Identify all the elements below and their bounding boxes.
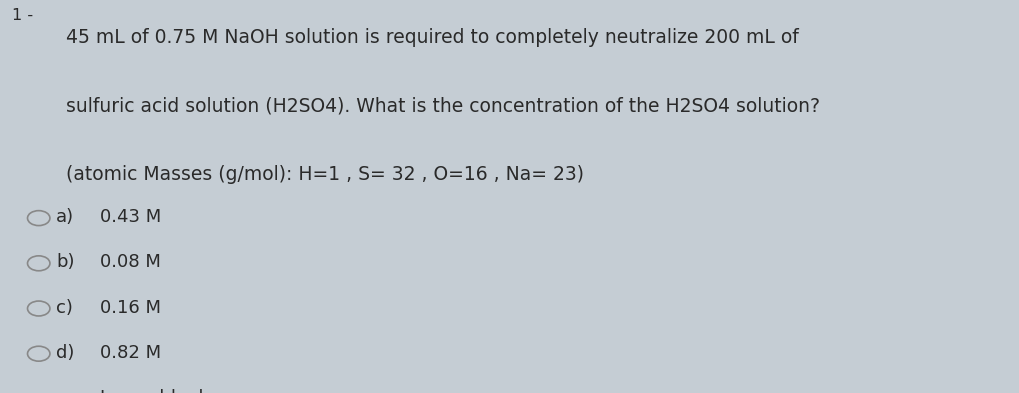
Text: 0.16 M: 0.16 M <box>100 299 161 317</box>
Text: 0.82 M: 0.82 M <box>100 344 161 362</box>
Text: 1 -: 1 - <box>12 8 34 23</box>
Text: 0.43 M: 0.43 M <box>100 208 161 226</box>
Text: 45 mL of 0.75 M NaOH solution is required to completely neutralize 200 mL of: 45 mL of 0.75 M NaOH solution is require… <box>66 28 799 46</box>
Text: d): d) <box>56 344 74 362</box>
Text: sulfuric acid solution (H2SO4). What is the concentration of the H2SO4 solution?: sulfuric acid solution (H2SO4). What is … <box>66 96 820 115</box>
Text: c): c) <box>56 299 73 317</box>
Text: Leave blank: Leave blank <box>100 389 209 393</box>
Text: (atomic Masses (g/mol): H=1 , S= 32 , O=16 , Na= 23): (atomic Masses (g/mol): H=1 , S= 32 , O=… <box>66 165 584 184</box>
Text: 0.08 M: 0.08 M <box>100 253 161 272</box>
Text: a): a) <box>56 208 74 226</box>
Text: b): b) <box>56 253 74 272</box>
